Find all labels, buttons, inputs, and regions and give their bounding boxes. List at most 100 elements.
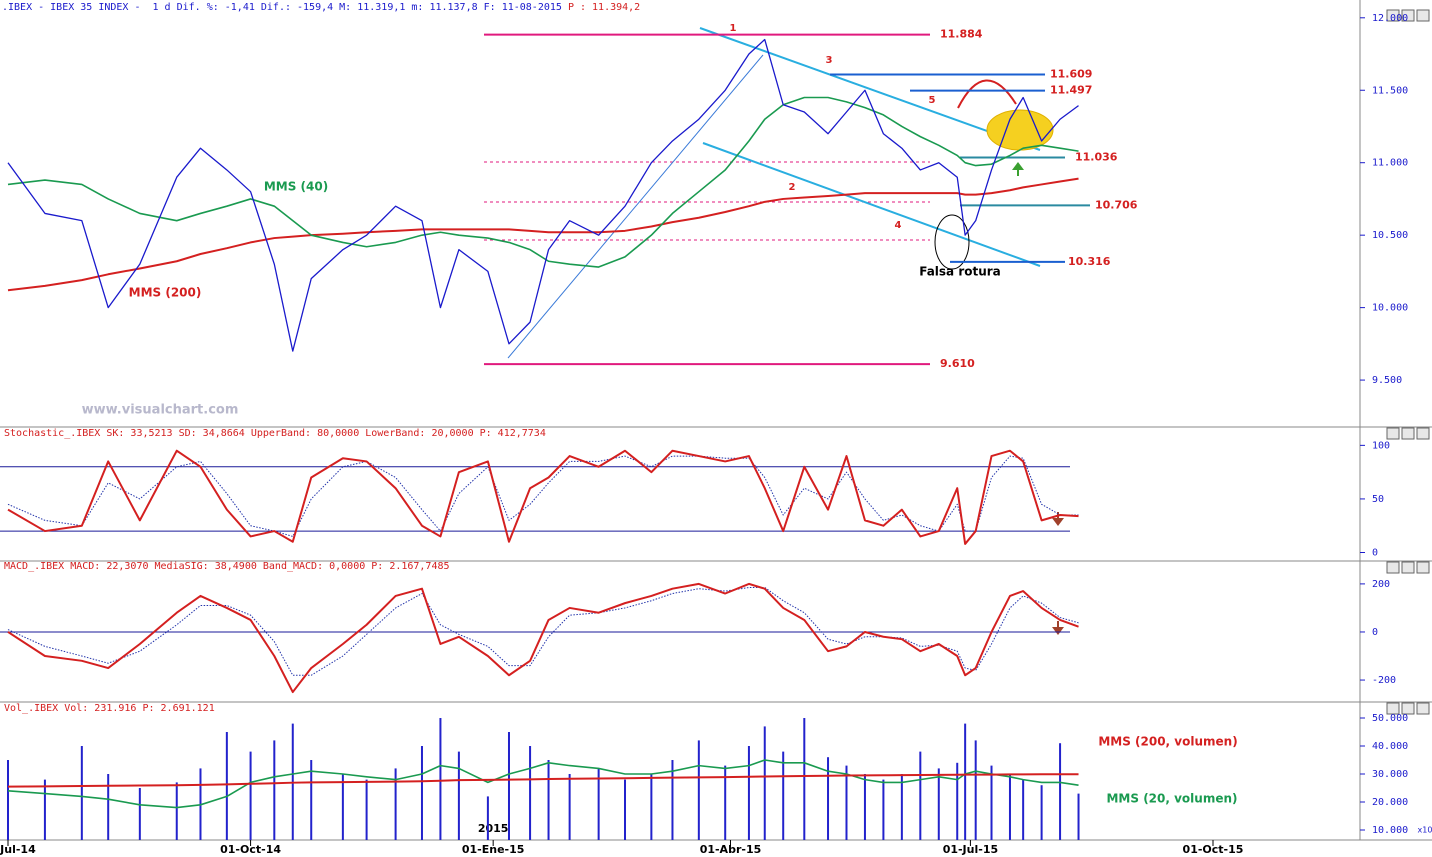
- volume-bar: [845, 765, 848, 840]
- volume-bar: [107, 774, 110, 840]
- series-line: [7, 582, 1079, 694]
- volume-bar: [1040, 785, 1043, 840]
- y-tick-label: 9.500: [1372, 375, 1402, 386]
- volume-bar: [974, 740, 977, 840]
- series-line: [7, 773, 1079, 788]
- volume-bar: [43, 779, 46, 840]
- volume-bar: [1059, 743, 1062, 840]
- volume-bar: [1022, 779, 1025, 840]
- volume-bar: [782, 751, 785, 840]
- volume-bar: [964, 723, 967, 840]
- wave-label: 5: [929, 95, 936, 106]
- y-tick-label: 10.000: [1372, 303, 1408, 314]
- volume-bar: [225, 732, 228, 840]
- volume-bar: [7, 760, 9, 840]
- y-tick-label: 10.500: [1372, 230, 1408, 241]
- volume-bar: [597, 768, 600, 840]
- y-tick-label: 0: [1372, 627, 1378, 638]
- volume-bar: [1008, 774, 1011, 840]
- y-tick-label: 20.000: [1372, 797, 1408, 808]
- series-line: [7, 587, 1079, 676]
- series-line: [7, 759, 1079, 809]
- volume-bar: [547, 760, 550, 840]
- y-tick-label: 100: [1372, 440, 1390, 451]
- series-line: [7, 449, 1079, 545]
- axis-unit: x10: [1418, 826, 1432, 835]
- level-label: 11.884: [940, 28, 983, 41]
- level-label: 10.316: [1068, 255, 1111, 268]
- stoch-header: Stochastic_.IBEX SK: 33,5213 SD: 34,8664…: [4, 428, 546, 439]
- level-label: 11.609: [1050, 67, 1092, 80]
- y-tick-label: 0: [1372, 548, 1378, 559]
- legend-entry: MMS (200, volumen): [1098, 735, 1237, 749]
- volume-bar: [568, 774, 571, 840]
- volume-bar: [882, 779, 885, 840]
- macd-header: MACD_.IBEX MACD: 22,3070 MediaSIG: 38,49…: [4, 561, 450, 572]
- volume-bar: [138, 788, 141, 840]
- level-label: 11.497: [1050, 84, 1092, 97]
- volume-bar: [420, 746, 423, 840]
- volume-bar: [697, 740, 700, 840]
- volume-bar: [919, 751, 922, 840]
- level-label: 9.610: [940, 357, 975, 370]
- volume-bar: [650, 774, 653, 840]
- series-line: [7, 96, 1079, 268]
- volume-bar: [956, 762, 959, 840]
- y-tick-label: 11.000: [1372, 158, 1408, 169]
- window-buttons[interactable]: [1386, 9, 1430, 715]
- wave-label: 4: [895, 220, 902, 231]
- series-line: [7, 455, 1079, 537]
- series-line: [7, 177, 1079, 292]
- wave-label: 1: [730, 23, 737, 34]
- volume-bar: [486, 796, 489, 840]
- volume-bar: [863, 774, 866, 840]
- y-tick-label: 12.000: [1372, 13, 1408, 24]
- volume-bar: [80, 746, 83, 840]
- x-tick-label: 01-Jul-15: [943, 843, 998, 856]
- y-tick-label: -200: [1372, 675, 1396, 686]
- volume-bar: [310, 760, 313, 840]
- volume-bar: [624, 779, 627, 840]
- volume-bar: [803, 718, 806, 840]
- volume-bar: [439, 718, 442, 840]
- x-tick-label: 01-Oct-14: [220, 843, 281, 856]
- volume-bar: [341, 774, 344, 840]
- y-tick-label: 200: [1372, 579, 1390, 590]
- watermark: www.visualchart.com: [82, 403, 239, 418]
- level-label: 11.036: [1075, 150, 1118, 163]
- x-tick-label: 01-Ene-15: [462, 843, 525, 856]
- annotation: Falsa rotura: [919, 265, 1001, 279]
- plot-area: 01-Jul-14 01-Oct-14 01-Ene-15 01-Abr-15 01-J…: [0, 13, 1408, 856]
- volume-bar: [249, 751, 252, 840]
- volume-bar: [365, 779, 368, 840]
- wave-label: 2: [789, 182, 796, 193]
- volume-bar: [900, 774, 903, 840]
- x-tick-label: 01-Abr-15: [700, 843, 762, 856]
- volume-bar: [1077, 793, 1080, 840]
- volume-bar: [175, 782, 178, 840]
- series-line: [7, 38, 1079, 352]
- volume-bar: [747, 746, 750, 840]
- volume-bar: [763, 726, 766, 840]
- price-header: .IBEX - IBEX 35 INDEX - 1 d Dif. %: -1,4…: [2, 2, 640, 13]
- wave-label: 3: [826, 55, 833, 66]
- volume-bar: [273, 740, 276, 840]
- volume-bar: [990, 765, 993, 840]
- level-label: 10.706: [1095, 198, 1138, 211]
- y-tick-label: 10.000: [1372, 825, 1408, 836]
- ma-label: MMS (200): [129, 286, 202, 300]
- y-tick-label: 11.500: [1372, 85, 1408, 96]
- header-price: P : 11.394,2: [568, 2, 640, 13]
- y-tick-label: 30.000: [1372, 769, 1408, 780]
- volume-bar: [507, 732, 510, 840]
- volume-bar: [724, 765, 727, 840]
- volume-bar: [457, 751, 460, 840]
- y-tick-label: 50.000: [1372, 713, 1408, 724]
- x-tick-label: 01-Oct-15: [1183, 843, 1244, 856]
- legend-entry: MMS (20, volumen): [1106, 792, 1237, 806]
- volume-bar: [529, 746, 532, 840]
- volume-bar: [671, 760, 674, 840]
